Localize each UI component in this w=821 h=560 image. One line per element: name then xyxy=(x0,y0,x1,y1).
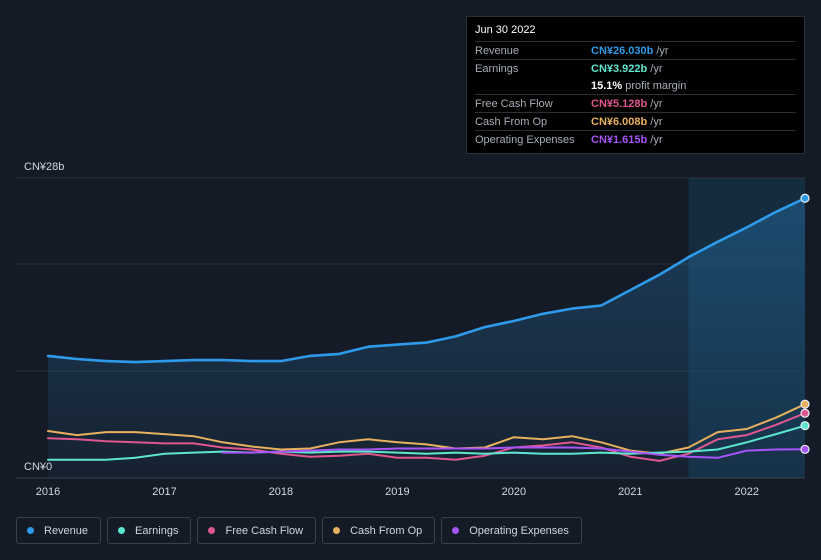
tooltip-date: Jun 30 2022 xyxy=(475,24,536,36)
legend-dot-icon xyxy=(27,527,34,534)
x-tick-label: 2019 xyxy=(385,486,409,498)
tooltip-row-earnings: Earnings CN¥3.922b /yr xyxy=(475,59,796,77)
tooltip-unit: profit margin xyxy=(625,79,687,92)
series-lines xyxy=(46,197,807,462)
legend-dot-icon xyxy=(333,527,341,534)
end-marker-revenue xyxy=(800,193,810,203)
series-end-markers xyxy=(800,193,810,454)
end-marker-cash-from-op xyxy=(800,399,810,409)
end-marker-earnings xyxy=(800,421,810,431)
legend-item-operating-expenses[interactable]: Operating Expenses xyxy=(441,517,582,544)
y-axis-max-label: CN¥28b xyxy=(24,161,64,173)
tooltip-row-free-cash-flow: Free Cash Flow CN¥5.128b /yr xyxy=(475,94,796,112)
legend-dot-icon xyxy=(452,527,460,534)
x-tick-label: 2018 xyxy=(269,486,293,498)
tooltip-row-profit-margin: 15.1% profit margin xyxy=(475,77,796,94)
tooltip-value: CN¥5.128b xyxy=(591,97,648,110)
legend-item-cash-from-op[interactable]: Cash From Op xyxy=(322,517,436,544)
tooltip-unit: /yr xyxy=(650,115,663,128)
series-line-cash-from-op xyxy=(47,403,806,455)
x-tick-label: 2022 xyxy=(735,486,759,498)
tooltip-unit: /yr xyxy=(656,44,669,57)
tooltip-value: 15.1% xyxy=(591,79,623,92)
tooltip-value: CN¥26.030b xyxy=(591,44,654,57)
x-tick-label: 2017 xyxy=(152,486,176,498)
tooltip-label: Revenue xyxy=(475,44,520,57)
end-marker-free-cash-flow xyxy=(800,408,810,418)
series-line-operating-expenses xyxy=(221,446,806,459)
revenue-area-fill xyxy=(48,198,805,479)
tooltip-label: Free Cash Flow xyxy=(475,97,553,110)
legend-item-free-cash-flow[interactable]: Free Cash Flow xyxy=(197,517,317,544)
tooltip-unit: /yr xyxy=(650,97,663,110)
x-tick-label: 2020 xyxy=(502,486,526,498)
tooltip-row-cash-from-op: Cash From Op CN¥6.008b /yr xyxy=(475,112,796,130)
x-tick-label: 2016 xyxy=(36,486,60,498)
y-axis-min-label: CN¥0 xyxy=(24,461,52,473)
legend-label: Revenue xyxy=(44,524,89,537)
x-axis-ticks: 2016 2017 2018 2019 2020 2021 2022 xyxy=(36,486,759,498)
legend-label: Operating Expenses xyxy=(469,524,569,537)
tooltip-unit: /yr xyxy=(650,133,663,146)
legend-dot-icon xyxy=(208,527,216,534)
tooltip-label: Operating Expenses xyxy=(475,133,575,146)
legend-label: Free Cash Flow xyxy=(225,524,304,537)
tooltip-panel: Jun 30 2022 Revenue CN¥26.030b /yr Earni… xyxy=(466,16,805,154)
legend-dot-icon xyxy=(118,527,126,534)
tooltip-unit: /yr xyxy=(650,62,663,75)
tooltip-row-revenue: Revenue CN¥26.030b /yr xyxy=(475,41,796,59)
tooltip-label: Earnings xyxy=(475,62,519,75)
tooltip-value: CN¥3.922b xyxy=(591,62,648,75)
series-line-revenue xyxy=(46,197,807,364)
legend-item-earnings[interactable]: Earnings xyxy=(107,517,192,544)
tooltip-row-operating-expenses: Operating Expenses CN¥1.615b /yr xyxy=(475,130,796,148)
legend-label: Earnings xyxy=(135,524,179,537)
series-line-earnings xyxy=(47,424,806,461)
legend: Revenue Earnings Free Cash Flow Cash Fro… xyxy=(16,517,582,544)
end-marker-operating-expenses xyxy=(800,444,810,454)
tooltip-value: CN¥6.008b xyxy=(591,115,648,128)
legend-item-revenue[interactable]: Revenue xyxy=(16,517,102,544)
legend-label: Cash From Op xyxy=(350,524,423,537)
tooltip-value: CN¥1.615b xyxy=(591,133,648,146)
x-tick-label: 2021 xyxy=(618,486,642,498)
tooltip-label: Cash From Op xyxy=(475,115,548,128)
